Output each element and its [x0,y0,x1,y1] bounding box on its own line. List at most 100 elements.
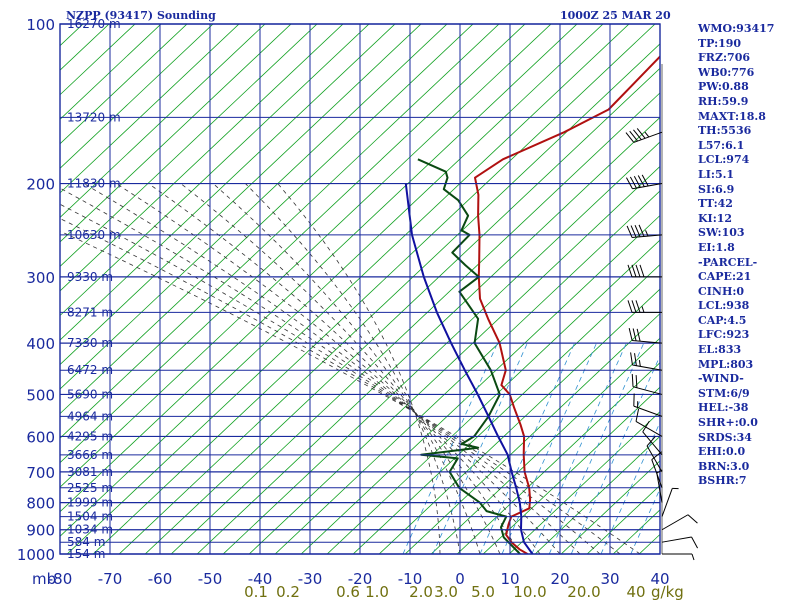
temperature-tick-label: -30 [298,570,323,588]
height-label: 154 m [67,547,105,561]
sounding-index: LI:5.1 [698,167,735,181]
dry-adiabat-line [60,24,344,292]
height-label: 4295 m [67,429,113,443]
sounding-index: FRZ:706 [698,51,751,65]
height-label: 9330 m [67,270,113,284]
dry-adiabat-line [60,24,136,96]
wind-barb-half-flag [691,553,695,561]
mixing-ratio-line [479,342,575,554]
wind-barb-flag [635,408,640,422]
wind-barb-flag [691,536,699,549]
temperature-tick-label: 30 [600,570,619,588]
dry-adiabat-line [378,288,660,554]
mixing-ratio-line [432,342,528,554]
wind-barb-half-flag [641,306,645,313]
dry-adiabat-line [60,24,578,513]
sounding-index: KI:12 [698,211,733,225]
temperature-tick-label: -10 [398,570,423,588]
wind-barb-flag [636,128,646,139]
height-label: 3081 m [67,465,113,479]
dry-adiabat-line [66,24,630,554]
temperature-profile-line [474,55,660,554]
height-label: 5690 m [67,387,113,401]
sounding-index: -WIND- [698,372,744,386]
sounding-index: LFC:923 [698,328,750,342]
sounding-index: BSHR:7 [698,474,747,488]
moist-adiabat-line [60,203,601,554]
mixing-ratio-label: 2.0 [409,583,433,600]
dry-adiabat-line [222,141,660,554]
wind-barb-flag [687,514,698,524]
wind-barb-staff [661,514,689,531]
sounding-index: SHR+:0.0 [698,416,758,430]
chart-title: NZPP (93417) Sounding [66,9,216,22]
wind-barb-flag [628,328,633,341]
mixing-ratio-line [531,342,627,554]
dry-adiabat-line [60,24,500,439]
wind-barb [627,264,662,278]
wind-barb-staff [632,339,663,344]
sounding-index: SRDS:34 [698,430,752,444]
wind-barb [625,128,663,143]
sounding-index: TP:190 [698,36,742,50]
sounding-index: BRN:3.0 [698,459,750,473]
height-label: 6472 m [67,363,113,377]
dry-adiabat-line [60,24,240,194]
mixing-ratio-label: 0.6 [336,583,360,600]
wind-barb-flag [632,328,637,341]
wind-barb [642,420,663,456]
dry-adiabat-line [196,116,660,554]
height-label: 1504 m [67,510,113,524]
wind-barb-staff [635,420,663,437]
wind-barb-half-flag [644,131,650,138]
mixing-ratio-line [402,342,498,554]
mixing-ratio-label: 20.0 [567,583,600,600]
temperature-tick-label: -50 [198,570,223,588]
wind-barb-half-flag [645,230,649,237]
wind-barb-flag [627,264,633,278]
mixing-ratio-line [630,487,660,554]
dry-adiabat-line [60,24,188,145]
wind-barb [661,514,698,531]
sounding-index: HEL:-38 [698,401,749,415]
wind-barb-flag [641,174,649,187]
wind-barb-flag [635,375,638,388]
wind-barb-staff [646,445,663,473]
wind-barb-flag [637,175,645,187]
height-label: 11830 m [67,177,121,191]
sounding-index: WB0:776 [698,65,755,79]
sounding-index: LCL:974 [698,153,750,167]
wind-barb-flag [629,176,637,189]
sounding-index: MAXT:18.8 [698,109,766,123]
wind-barb-column [625,64,699,561]
wind-barb-flag [625,177,633,189]
wind-barb-staff [661,488,673,517]
mixing-ratio-line [548,342,645,554]
wind-barb-staff [632,386,663,395]
mixing-ratio-label: 0.2 [276,583,300,600]
wind-barb-staff [642,431,663,456]
mixing-ratio-label: 5.0 [471,583,495,600]
pressure-unit-label: mb [32,570,56,588]
wind-barb [631,374,663,395]
wind-barb-flag [631,300,637,313]
wind-barb-staff [661,536,692,543]
pressure-tick-label: 900 [26,522,55,540]
pressure-tick-label: 600 [26,428,55,446]
mixing-ratio-label: 10.0 [513,583,546,600]
temperature-tick-label: 10 [500,570,519,588]
wind-barb-flag [642,420,650,433]
wind-barb-flag [635,264,641,278]
height-label: 8271 m [67,305,113,319]
height-label: 3666 m [67,448,113,462]
wind-barb [661,536,699,549]
wind-barb [627,300,662,313]
sounding-index: MPL:803 [698,357,754,371]
temperature-tick-label: -60 [148,570,173,588]
wind-barb [626,224,663,239]
wind-barb [646,436,663,473]
sounding-index: TT:42 [698,197,733,211]
mixing-ratio-line [501,342,597,554]
